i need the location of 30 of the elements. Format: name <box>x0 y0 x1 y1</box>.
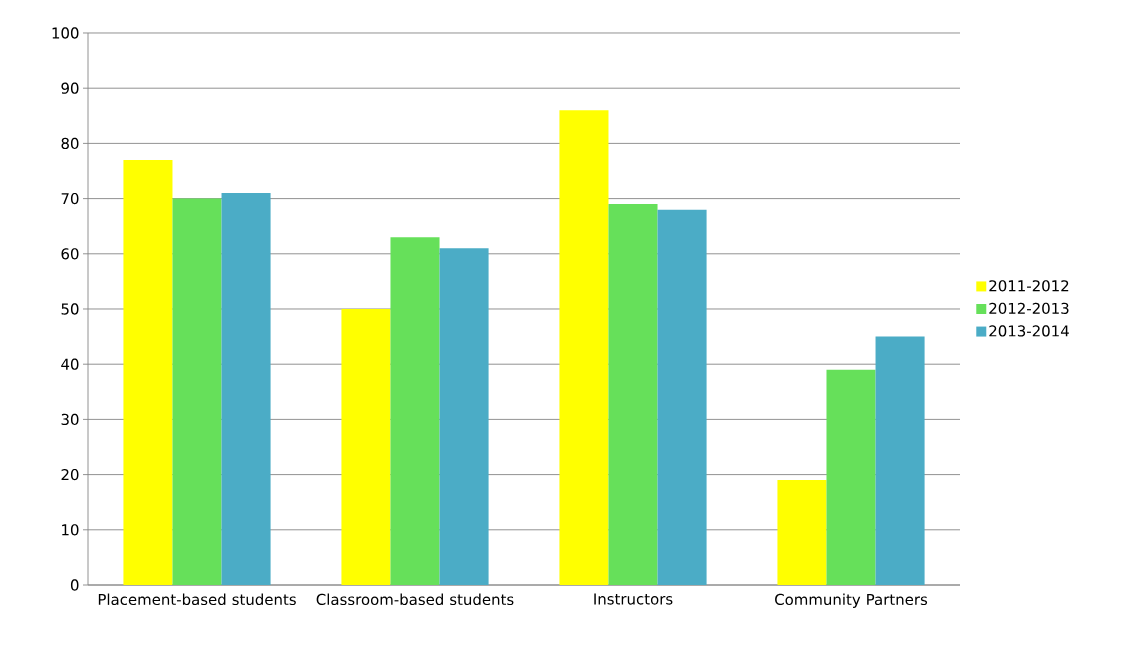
y-tick-label: 70 <box>61 192 79 205</box>
y-tick-label: 30 <box>61 413 79 426</box>
x-tick-label: Placement-based students <box>98 593 296 606</box>
y-tick-label: 100 <box>52 27 79 39</box>
y-tick-label: 10 <box>62 524 79 536</box>
bar <box>341 309 391 585</box>
legend-label: 2011-2012 <box>989 280 1069 292</box>
bar <box>123 159 173 585</box>
bar <box>439 248 489 585</box>
y-tick-label: 90 <box>61 82 79 94</box>
legend-label: 2012-2013 <box>989 302 1069 315</box>
y-tick-label: 50 <box>61 303 79 315</box>
y-tick-label: 80 <box>61 137 79 150</box>
x-tick-label: Instructors <box>594 593 673 605</box>
legend-label: 2013-2014 <box>989 325 1069 337</box>
bar <box>172 198 222 585</box>
x-tick-label: Community Partners <box>775 593 928 608</box>
bar <box>826 369 876 585</box>
y-tick-label: 20 <box>61 468 79 481</box>
bar <box>777 480 827 585</box>
bar <box>657 209 707 585</box>
bar <box>875 336 925 585</box>
x-tick-label: Classroom-based students <box>316 593 514 606</box>
bar <box>221 193 271 585</box>
bar <box>608 204 658 585</box>
y-tick-label: 40 <box>61 358 79 370</box>
y-tick-label: 0 <box>70 579 79 591</box>
y-tick-label: 60 <box>61 248 79 260</box>
bar <box>390 237 440 585</box>
bar <box>559 110 609 585</box>
